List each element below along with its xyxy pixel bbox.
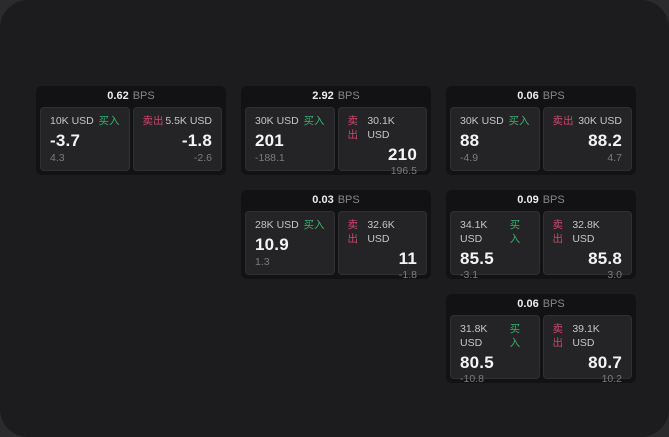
spread-unit: BPS [337,90,360,102]
buy-amount: 30K USD [460,115,504,127]
quote-body: 34.1K USD 买入 85.5 -3.1 卖出 32.8K USD 85.8… [446,211,636,279]
spread-unit: BPS [542,90,565,102]
quote-card: 2.92 BPS 30K USD 买入 201 -188.1 卖出 30.1K … [241,86,431,175]
spread-value: 0.06 [517,90,539,102]
quote-card: 0.62 BPS 10K USD 买入 -3.7 4.3 卖出 5.5K USD [36,86,226,175]
buy-label: 买入 [509,323,521,349]
buy-panel[interactable]: 10K USD 买入 -3.7 4.3 [40,107,130,171]
buy-panel[interactable]: 30K USD 买入 201 -188.1 [245,107,335,171]
sell-amount: 32.8K USD [572,219,600,245]
buy-label: 买入 [303,219,325,231]
quote-grid: 0.62 BPS 10K USD 买入 -3.7 4.3 卖出 5.5K USD [36,86,636,383]
buy-amount: 10K USD [50,115,94,127]
buy-price: 88 [460,131,480,150]
sell-panel[interactable]: 卖出 32.6K USD 11 -1.8 [337,211,427,279]
spread-unit: BPS [542,194,565,206]
buy-panel[interactable]: 31.8K USD 买入 80.5 -10.8 [450,315,540,383]
buy-price: 80.5 [460,353,494,372]
buy-change: 4.3 [50,152,65,164]
sell-change: -1.8 [398,269,417,279]
quote-body: 28K USD 买入 10.9 1.3 卖出 32.6K USD 11 -1.8 [241,211,431,279]
spread-header: 2.92 BPS [241,86,431,107]
sell-change: 4.7 [607,152,622,164]
buy-panel[interactable]: 28K USD 买入 10.9 1.3 [245,211,335,275]
sell-price: 88.2 [588,131,622,150]
sell-panel[interactable]: 卖出 39.1K USD 80.7 10.2 [542,315,632,383]
spread-value: 0.03 [312,194,334,206]
sell-amount: 5.5K USD [165,115,212,127]
sell-price: 210 [388,145,417,164]
sell-label: 卖出 [552,323,564,349]
spread-unit: BPS [132,90,155,102]
buy-change: -4.9 [460,152,479,164]
buy-amount: 28K USD [255,219,299,231]
sell-amount: 30K USD [578,115,622,127]
buy-price: 10.9 [255,235,289,254]
spread-value: 0.06 [517,298,539,310]
sell-label: 卖出 [347,219,359,245]
sell-panel[interactable]: 卖出 30K USD 88.2 4.7 [542,107,632,171]
quote-card: 0.06 BPS 31.8K USD 买入 80.5 -10.8 卖出 39.1… [446,294,636,383]
sell-amount: 39.1K USD [572,323,600,349]
buy-amount: 30K USD [255,115,299,127]
quote-card: 0.09 BPS 34.1K USD 买入 85.5 -3.1 卖出 32.8K… [446,190,636,279]
sell-change: 10.2 [601,373,622,383]
quote-body: 10K USD 买入 -3.7 4.3 卖出 5.5K USD -1.8 -2.… [36,107,226,175]
sell-price: 11 [398,249,417,268]
buy-panel[interactable]: 34.1K USD 买入 85.5 -3.1 [450,211,540,279]
spread-value: 2.92 [312,90,334,102]
quote-card: 0.06 BPS 30K USD 买入 88 -4.9 卖出 30K USD [446,86,636,175]
spread-value: 0.62 [107,90,129,102]
spread-header: 0.09 BPS [446,190,636,211]
sell-change: 196.5 [390,165,417,175]
quote-body: 30K USD 买入 201 -188.1 卖出 30.1K USD 210 1… [241,107,431,175]
sell-price: -1.8 [181,131,212,150]
buy-change: -3.1 [460,269,479,279]
buy-change: -10.8 [460,373,484,383]
sell-price: 80.7 [588,353,622,372]
sell-label: 卖出 [552,115,574,127]
sell-change: 3.0 [607,269,622,279]
quote-body: 31.8K USD 买入 80.5 -10.8 卖出 39.1K USD 80.… [446,315,636,383]
buy-label: 买入 [509,219,521,245]
sell-panel[interactable]: 卖出 30.1K USD 210 196.5 [337,107,427,175]
buy-label: 买入 [303,115,325,127]
sell-panel[interactable]: 卖出 32.8K USD 85.8 3.0 [542,211,632,279]
spread-unit: BPS [337,194,360,206]
buy-change: 1.3 [255,256,270,268]
spread-value: 0.09 [517,194,539,206]
quote-body: 30K USD 买入 88 -4.9 卖出 30K USD 88.2 4.7 [446,107,636,175]
sell-amount: 30.1K USD [367,115,395,141]
sell-panel[interactable]: 卖出 5.5K USD -1.8 -2.6 [132,107,222,171]
sell-change: -2.6 [193,152,212,164]
sell-label: 卖出 [347,115,359,141]
buy-amount: 31.8K USD [460,323,488,349]
spread-header: 0.62 BPS [36,86,226,107]
sell-label: 卖出 [142,115,164,127]
spread-header: 0.03 BPS [241,190,431,211]
sell-price: 85.8 [588,249,622,268]
buy-amount: 34.1K USD [460,219,488,245]
buy-change: -188.1 [255,152,285,164]
sell-label: 卖出 [552,219,564,245]
buy-price: -3.7 [50,131,81,150]
buy-price: 201 [255,131,284,150]
buy-price: 85.5 [460,249,494,268]
quote-card: 0.03 BPS 28K USD 买入 10.9 1.3 卖出 32.6K US… [241,190,431,279]
spread-header: 0.06 BPS [446,294,636,315]
buy-label: 买入 [508,115,530,127]
spread-unit: BPS [542,298,565,310]
buy-panel[interactable]: 30K USD 买入 88 -4.9 [450,107,540,171]
sell-amount: 32.6K USD [367,219,395,245]
spread-header: 0.06 BPS [446,86,636,107]
buy-label: 买入 [98,115,120,127]
